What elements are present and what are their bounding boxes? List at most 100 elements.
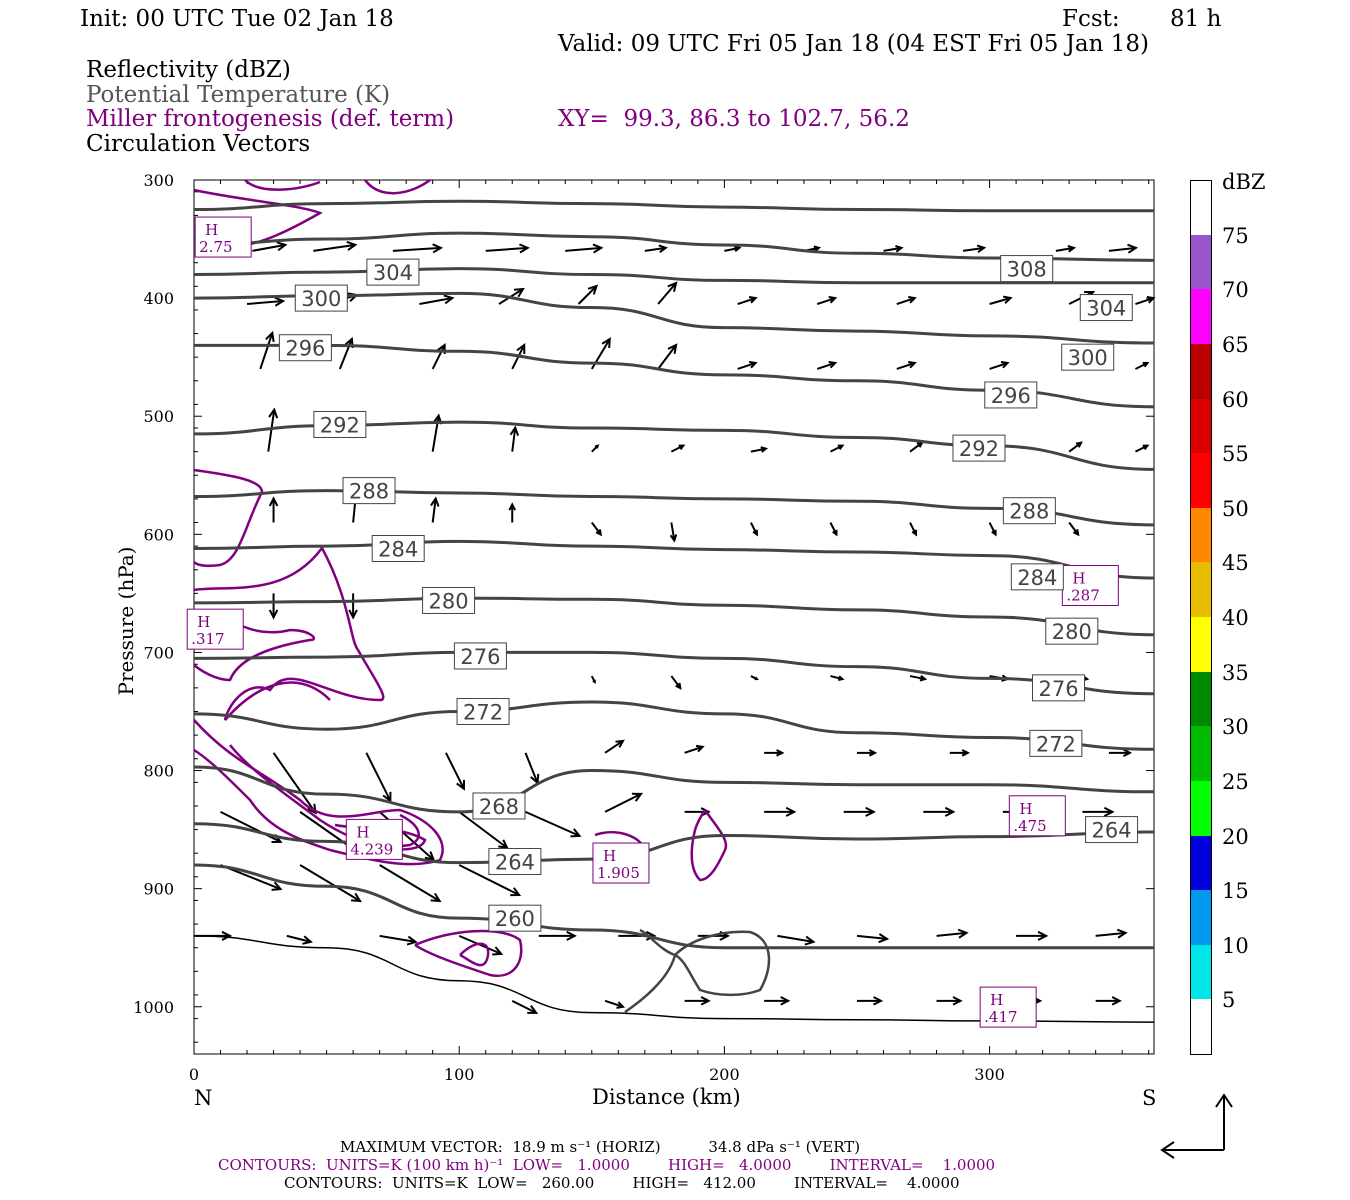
field-reflectivity: Reflectivity (dBZ) xyxy=(86,57,291,83)
circulation-vector xyxy=(458,864,520,896)
theta-contour-note: CONTOURS: UNITS=K LOW= 260.00 HIGH= 412.… xyxy=(284,1174,960,1192)
circulation-vector-head xyxy=(868,749,878,757)
theta-label-box xyxy=(984,381,1038,409)
circulation-vector-head xyxy=(776,749,785,757)
circulation-vector xyxy=(657,344,677,370)
circulation-vector xyxy=(392,246,441,252)
circulation-vector-head xyxy=(1067,244,1077,253)
fronto-contour xyxy=(690,809,728,882)
fronto-max-box xyxy=(1061,564,1119,606)
circulation-vector-head xyxy=(1142,361,1150,368)
theta-label-280: 280 xyxy=(429,589,469,613)
theta-label-276: 276 xyxy=(1038,677,1078,701)
south-label: S xyxy=(1142,1086,1157,1110)
circulation-vector xyxy=(431,498,437,523)
colorbar-swatch xyxy=(1190,234,1212,290)
fronto-contour xyxy=(364,178,431,195)
circulation-vector-head xyxy=(632,792,644,802)
colorbar-swatch xyxy=(1190,671,1212,727)
theta-label-304: 304 xyxy=(373,261,413,285)
fronto-contour-note: CONTOURS: UNITS=K (100 km h)⁻¹ LOW= 1.00… xyxy=(218,1156,996,1174)
fronto-max-value: .317 xyxy=(191,630,224,648)
colorbar-swatch xyxy=(1190,999,1212,1055)
colorbar-swatch xyxy=(1190,726,1212,781)
theta-label-box xyxy=(1029,729,1083,757)
circulation-vector xyxy=(511,427,517,452)
theta-label-296: 296 xyxy=(991,384,1031,408)
circulation-vector xyxy=(657,282,677,305)
circulation-vector-head xyxy=(911,529,918,537)
field-potential-temperature: Potential Temperature (K) xyxy=(86,82,391,108)
circulation-vector xyxy=(670,444,684,453)
circulation-vectors xyxy=(194,241,1156,1014)
circulation-vector xyxy=(909,675,926,681)
fronto-max-box xyxy=(1008,795,1066,837)
circulation-vector-head xyxy=(307,803,317,815)
theta-label-264: 264 xyxy=(495,850,535,874)
fronto-max-box xyxy=(979,986,1037,1028)
theta-label-box xyxy=(1061,343,1115,371)
circulation-vector-head xyxy=(669,534,678,543)
circulation-vector xyxy=(419,297,453,305)
reference-vector-icon xyxy=(1160,1093,1233,1159)
colorbar-level-label: 55 xyxy=(1222,442,1249,467)
circulation-vector xyxy=(379,934,416,943)
circulation-vector xyxy=(267,409,276,452)
circulation-vector xyxy=(989,362,1008,370)
theta-label-304: 304 xyxy=(1086,297,1126,321)
circulation-vector-head xyxy=(601,337,611,349)
theta-loop xyxy=(624,928,771,1014)
circulation-vector-head xyxy=(865,806,876,817)
forecast-label: Fcst: xyxy=(1062,6,1120,32)
colorbar-swatch xyxy=(1190,180,1212,236)
circulation-vector-head xyxy=(1000,360,1010,369)
colorbar-level-label: 30 xyxy=(1222,715,1249,740)
colorbar-level-label: 40 xyxy=(1222,606,1249,630)
fronto-max-value: .417 xyxy=(984,1008,1017,1026)
north-label: N xyxy=(194,1086,213,1110)
circulation-vector-head xyxy=(519,243,530,254)
field-circulation-vectors: Circulation Vectors xyxy=(86,131,311,157)
forecast-hour: 81 h xyxy=(1170,6,1222,32)
circulation-vector xyxy=(909,522,917,535)
circulation-vector-head xyxy=(346,241,358,251)
theta-label-box xyxy=(952,434,1006,462)
circulation-vector xyxy=(524,752,539,784)
theta-contour-260 xyxy=(193,863,1154,950)
y-tick-label: 500 xyxy=(143,407,174,426)
circulation-vector xyxy=(338,338,353,370)
colorbar-swatch xyxy=(1190,890,1212,945)
y-tick-label: 1000 xyxy=(133,998,174,1017)
theta-label-box xyxy=(1085,816,1139,844)
circulation-vector-head xyxy=(498,839,509,850)
theta-label-300: 300 xyxy=(1068,346,1108,370)
field-frontogenesis: Miller frontogenesis (def. term) xyxy=(86,106,455,132)
colorbar-level-label: 5 xyxy=(1222,988,1236,1013)
circulation-vector xyxy=(737,297,756,305)
circulation-vector-head xyxy=(513,287,525,298)
circulation-vector-head xyxy=(1146,296,1156,304)
y-tick-label: 900 xyxy=(143,880,174,899)
circulation-vector-head xyxy=(837,444,845,451)
circulation-vector-head xyxy=(828,360,838,369)
circulation-vector-head xyxy=(678,444,686,451)
theta-label-box xyxy=(422,586,476,614)
circulation-vector-head xyxy=(961,749,971,757)
theta-label-box xyxy=(456,697,510,725)
circulation-vector-head xyxy=(1037,930,1049,941)
circulation-vector-head xyxy=(780,996,791,1006)
circulation-vector xyxy=(670,522,676,541)
circulation-vector xyxy=(816,297,836,305)
circulation-vector-head xyxy=(430,496,440,507)
theta-label-296: 296 xyxy=(285,337,325,361)
x-axis-label: Distance (km) xyxy=(592,1085,741,1109)
circulation-vector-head xyxy=(616,1001,626,1009)
circulation-vector-head xyxy=(430,892,442,903)
y-tick-label: 800 xyxy=(143,762,174,781)
circulation-vector-head xyxy=(592,243,604,254)
circulation-vector-head xyxy=(566,930,577,941)
colorbar-level-label: 70 xyxy=(1222,278,1249,303)
circulation-vector xyxy=(220,810,281,843)
theta-contour-272 xyxy=(193,700,1155,751)
fronto-max-h: H xyxy=(356,823,369,841)
